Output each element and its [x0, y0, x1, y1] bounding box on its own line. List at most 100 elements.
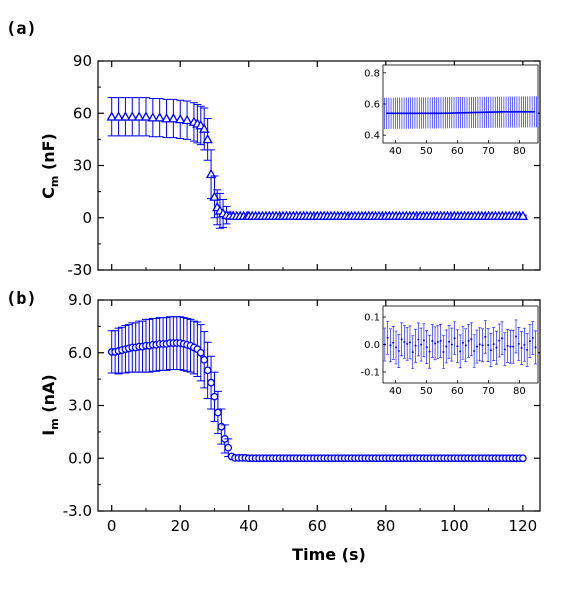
chart-b-ytick-label: 3.0 — [68, 397, 92, 415]
chart-a-ytick-label: -30 — [68, 261, 93, 279]
chart-b-point-29 — [207, 378, 215, 387]
chart-a-ylabel-unit: (nF) — [39, 133, 58, 176]
chart-b-point-28 — [203, 366, 212, 375]
chart-a-point-7 — [154, 112, 165, 122]
chart-b-inset-ytick-label: 0.1 — [364, 313, 380, 324]
chart-a-point-1 — [113, 111, 124, 121]
chart-b-inset-point — [503, 348, 506, 351]
chart-a-point-16 — [202, 133, 213, 144]
chart-b-inset-point — [492, 343, 495, 346]
chart-b-inset-point — [434, 342, 437, 345]
chart-a-inset-xtick-label: 40 — [389, 146, 402, 157]
chart-b-inset-point — [459, 350, 462, 353]
chart-b-inset-point — [425, 346, 428, 349]
chart-b-inset-point — [501, 337, 504, 340]
chart-b-inset-xtick-label: 70 — [482, 386, 495, 397]
chart-b-inset-point — [403, 340, 406, 343]
chart-b-ylabel-main: I — [39, 430, 58, 436]
chart-a-point-11 — [181, 114, 193, 125]
chart-b-inset-point — [473, 349, 476, 352]
chart-b-inset-point — [478, 343, 481, 346]
chart-b-inset-point — [414, 344, 417, 347]
chart-b-inset-point — [467, 339, 470, 342]
chart-b-inset-point — [448, 340, 451, 343]
chart-a-point-15 — [199, 123, 210, 133]
chart-b-inset: -0.1 0.0 0.1 40 50 60 70 80 — [360, 305, 539, 397]
chart-b-inset-frame — [382, 305, 539, 384]
chart-b-inset-point — [526, 348, 529, 351]
chart-b-inset-xtick-label: 60 — [451, 386, 464, 397]
chart-b-inset-point — [442, 351, 445, 354]
chart-b-inset-point — [428, 350, 431, 353]
chart-b-inset-point — [509, 345, 512, 348]
chart-b-ylabel: Im (nA) — [39, 374, 61, 435]
chart-b-inset-point — [531, 337, 534, 340]
chart-a-ylabel: Cm (nF) — [39, 133, 61, 199]
chart-b-inset-point — [475, 345, 478, 348]
chart-a-point-10 — [175, 113, 186, 124]
chart-b-inset-xtick-label: 40 — [389, 386, 402, 397]
chart-b-inset-point — [450, 343, 453, 346]
chart-b-inset-point — [534, 346, 537, 349]
chart-b-ytick-label: 0.0 — [68, 449, 92, 467]
chart-a-inset-line — [386, 111, 535, 115]
chart-b-inset-point — [512, 345, 515, 348]
chart-a: -30 0 30 60 90 0.4 0.6 0.8 40 50 60 70 80 — [68, 52, 541, 279]
chart-b-inset-point — [422, 339, 425, 342]
chart-b-inset-point — [506, 344, 509, 347]
chart-b-inset-point — [514, 335, 517, 338]
chart-b-inset-point — [439, 339, 442, 342]
chart-a-ytick-label: 60 — [73, 104, 92, 122]
chart-b-inset-point — [395, 346, 398, 349]
chart-b-point-26 — [196, 348, 205, 357]
chart-a-point-2 — [120, 111, 131, 121]
chart-a-ylabel-main: C — [39, 187, 58, 199]
chart-b-point-34 — [224, 443, 233, 452]
chart-b-point-30 — [210, 392, 219, 401]
chart-a-inset-xtick-label: 60 — [451, 146, 464, 157]
chart-b-ytick-label: -3.0 — [63, 502, 92, 520]
chart-b-point-27 — [200, 355, 209, 364]
chart-b: -3.0 0.0 3.0 6.0 9.0 0 20 40 60 80 100 120 -0.1 0.0 0.… — [63, 291, 541, 535]
chart-b-inset-point — [487, 344, 490, 347]
chart-b-inset-point — [481, 344, 484, 347]
chart-b-xlabel: Time (s) — [292, 545, 366, 564]
chart-a-point-5 — [140, 111, 152, 121]
chart-b-inset-point — [484, 335, 487, 338]
chart-a-point-4 — [133, 111, 145, 121]
chart-a-inset-ytick-label: 0.8 — [364, 68, 380, 79]
chart-b-inset-point — [495, 346, 498, 349]
chart-b-inset-point — [520, 347, 523, 350]
chart-b-ylabel-unit: (nA) — [39, 374, 58, 418]
chart-b-inset-point — [461, 341, 464, 344]
chart-b-xtick-label: 80 — [376, 517, 395, 535]
chart-a-point-3 — [127, 111, 138, 121]
chart-b-inset-point — [411, 351, 414, 354]
chart-b-inset-point — [408, 341, 411, 344]
chart-a-ytick-label: 90 — [73, 52, 92, 70]
chart-b-point-31 — [214, 408, 222, 417]
chart-b-ylabel-sub: m — [48, 418, 61, 429]
chart-b-xtick-label: 20 — [171, 517, 190, 535]
chart-b-xtick-label: 120 — [509, 517, 538, 535]
chart-a-inset-ytick-label: 0.4 — [364, 131, 380, 142]
chart-b-xtick-label: 100 — [440, 517, 469, 535]
chart-b-inset-xtick-label: 80 — [513, 386, 526, 397]
chart-b-inset-point — [400, 338, 403, 341]
chart-b-inset-point — [523, 343, 526, 346]
chart-a-inset: 0.4 0.6 0.8 40 50 60 70 80 — [364, 64, 539, 157]
chart-b-xtick-label: 40 — [239, 517, 258, 535]
chart-b-inset-point — [456, 345, 459, 348]
chart-a-point-9 — [168, 113, 179, 123]
chart-b-inset-point — [445, 345, 448, 348]
chart-b-point-120 — [519, 454, 527, 463]
chart-a-point-18 — [209, 191, 220, 201]
chart-b-inset-ytick-label: -0.1 — [360, 368, 380, 379]
chart-a-ylabel-sub: m — [48, 176, 61, 187]
chart-a-inset-ytick-label: 0.6 — [364, 100, 380, 111]
chart-b-inset-point — [397, 350, 400, 353]
chart-b-inset-point — [417, 338, 420, 341]
chart-b-ytick-label: 6.0 — [68, 344, 92, 362]
chart-a-point-0 — [106, 111, 117, 121]
chart-b-inset-point — [453, 337, 456, 340]
